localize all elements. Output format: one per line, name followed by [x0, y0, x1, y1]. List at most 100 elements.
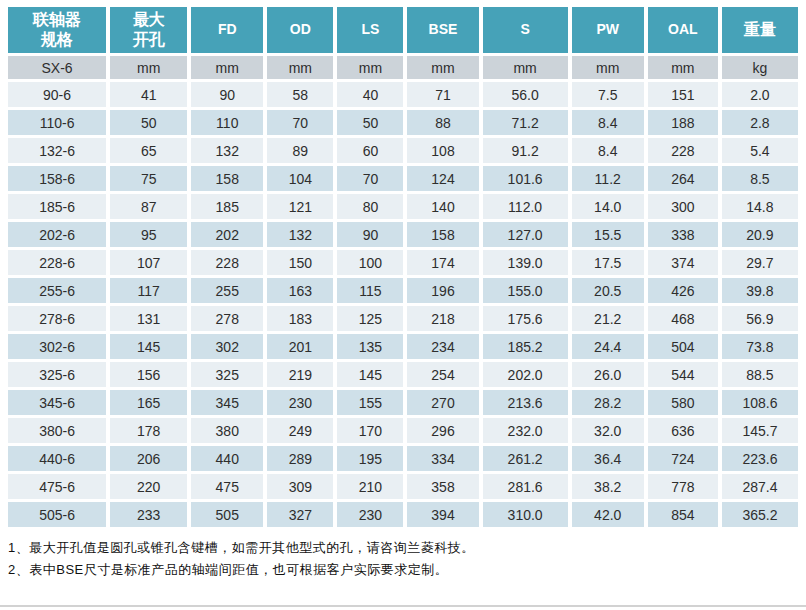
value-cell: 163 [267, 278, 333, 303]
value-cell: 365.2 [722, 502, 798, 527]
value-cell: 20.5 [572, 278, 644, 303]
value-cell: 145 [110, 334, 187, 359]
column-header: FD [191, 7, 263, 53]
spec-name-cell: 158-6 [8, 166, 106, 191]
table-row: 110-65011070508871.28.41882.8 [8, 110, 798, 135]
value-cell: 338 [648, 222, 718, 247]
value-cell: 110 [191, 110, 263, 135]
value-cell: 156 [110, 362, 187, 387]
value-cell: 15.5 [572, 222, 644, 247]
column-header: 重量 [722, 7, 798, 53]
unit-cell: mm [483, 56, 568, 79]
value-cell: 636 [648, 418, 718, 443]
value-cell: 36.4 [572, 446, 644, 471]
value-cell: 234 [407, 334, 478, 359]
value-cell: 158 [407, 222, 478, 247]
unit-cell: mm [110, 56, 187, 79]
unit-cell: mm [337, 56, 403, 79]
value-cell: 233 [110, 502, 187, 527]
spec-name-cell: 505-6 [8, 502, 106, 527]
unit-row: SX-6mmmmmmmmmmmmmmmmkg [8, 56, 798, 79]
value-cell: 249 [267, 418, 333, 443]
value-cell: 195 [337, 446, 403, 471]
table-row: 440-6206440289195334261.236.4724223.6 [8, 446, 798, 471]
value-cell: 281.6 [483, 474, 568, 499]
value-cell: 117 [110, 278, 187, 303]
unit-cell: mm [407, 56, 478, 79]
value-cell: 2.0 [722, 82, 798, 107]
value-cell: 89 [267, 138, 333, 163]
value-cell: 213.6 [483, 390, 568, 415]
value-cell: 11.2 [572, 166, 644, 191]
value-cell: 223.6 [722, 446, 798, 471]
value-cell: 87 [110, 194, 187, 219]
value-cell: 107 [110, 250, 187, 275]
value-cell: 108 [407, 138, 478, 163]
spec-name-cell: 110-6 [8, 110, 106, 135]
value-cell: 358 [407, 474, 478, 499]
table-row: 278-6131278183125218175.621.246856.9 [8, 306, 798, 331]
value-cell: 440 [191, 446, 263, 471]
column-header: BSE [407, 7, 478, 53]
value-cell: 255 [191, 278, 263, 303]
column-header: PW [572, 7, 644, 53]
table-row: 202-69520213290158127.015.533820.9 [8, 222, 798, 247]
value-cell: 108.6 [722, 390, 798, 415]
value-cell: 505 [191, 502, 263, 527]
value-cell: 155 [337, 390, 403, 415]
value-cell: 778 [648, 474, 718, 499]
value-cell: 300 [648, 194, 718, 219]
value-cell: 188 [648, 110, 718, 135]
value-cell: 170 [337, 418, 403, 443]
spec-name-cell: 90-6 [8, 82, 106, 107]
table-row: 345-6165345230155270213.628.2580108.6 [8, 390, 798, 415]
value-cell: 580 [648, 390, 718, 415]
value-cell: 139.0 [483, 250, 568, 275]
value-cell: 88.5 [722, 362, 798, 387]
value-cell: 58 [267, 82, 333, 107]
value-cell: 104 [267, 166, 333, 191]
value-cell: 228 [648, 138, 718, 163]
value-cell: 73.8 [722, 334, 798, 359]
spec-name-cell: 475-6 [8, 474, 106, 499]
spec-name-cell: 325-6 [8, 362, 106, 387]
value-cell: 131 [110, 306, 187, 331]
value-cell: 2.8 [722, 110, 798, 135]
value-cell: 56.0 [483, 82, 568, 107]
value-cell: 394 [407, 502, 478, 527]
value-cell: 174 [407, 250, 478, 275]
spec-name-cell: 278-6 [8, 306, 106, 331]
value-cell: 183 [267, 306, 333, 331]
value-cell: 100 [337, 250, 403, 275]
table-row: 90-6419058407156.07.51512.0 [8, 82, 798, 107]
value-cell: 185 [191, 194, 263, 219]
value-cell: 196 [407, 278, 478, 303]
value-cell: 151 [648, 82, 718, 107]
spec-name-cell: 132-6 [8, 138, 106, 163]
value-cell: 230 [337, 502, 403, 527]
value-cell: 175.6 [483, 306, 568, 331]
value-cell: 14.8 [722, 194, 798, 219]
value-cell: 29.7 [722, 250, 798, 275]
value-cell: 334 [407, 446, 478, 471]
value-cell: 165 [110, 390, 187, 415]
spec-name-cell: 345-6 [8, 390, 106, 415]
value-cell: 56.9 [722, 306, 798, 331]
table-row: 380-6178380249170296232.032.0636145.7 [8, 418, 798, 443]
spec-name-cell: 440-6 [8, 446, 106, 471]
value-cell: 230 [267, 390, 333, 415]
value-cell: 185.2 [483, 334, 568, 359]
value-cell: 70 [267, 110, 333, 135]
table-row: 505-6233505327230394310.042.0854365.2 [8, 502, 798, 527]
value-cell: 232.0 [483, 418, 568, 443]
table-row: 132-665132896010891.28.42285.4 [8, 138, 798, 163]
spec-name-cell: 228-6 [8, 250, 106, 275]
value-cell: 50 [337, 110, 403, 135]
value-cell: 202 [191, 222, 263, 247]
value-cell: 8.4 [572, 138, 644, 163]
value-cell: 132 [191, 138, 263, 163]
value-cell: 39.8 [722, 278, 798, 303]
column-header: OAL [648, 7, 718, 53]
value-cell: 5.4 [722, 138, 798, 163]
value-cell: 178 [110, 418, 187, 443]
